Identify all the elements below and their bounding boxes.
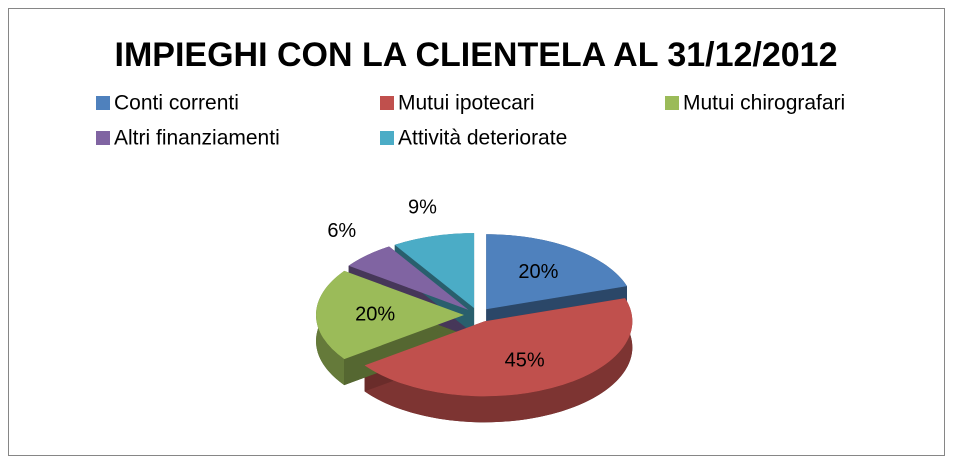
legend-label: Attività deteriorate <box>398 127 567 150</box>
slice <box>348 246 469 310</box>
legend-swatch <box>380 131 394 145</box>
slice-side <box>364 298 633 423</box>
data-label: 20% <box>518 261 558 283</box>
data-label: 20% <box>355 303 395 325</box>
slice <box>394 233 475 309</box>
legend-swatch <box>96 131 110 145</box>
data-label: 9% <box>408 196 437 218</box>
chart-title: IMPIEGHI CON LA CLIENTELA AL 31/12/2012 <box>115 36 838 74</box>
slice <box>486 234 627 310</box>
legend-label: Altri finanziamenti <box>114 127 280 150</box>
data-label: 45% <box>505 350 545 372</box>
legend-swatch <box>380 96 394 110</box>
legend-swatch <box>665 96 679 110</box>
slice <box>316 270 464 360</box>
slice <box>364 298 633 397</box>
legend-label: Mutui chirografari <box>683 92 845 115</box>
legend-label: Mutui ipotecari <box>398 92 535 115</box>
legend-label: Conti correnti <box>114 92 239 115</box>
data-label: 6% <box>327 220 356 242</box>
legend-swatch <box>96 96 110 110</box>
